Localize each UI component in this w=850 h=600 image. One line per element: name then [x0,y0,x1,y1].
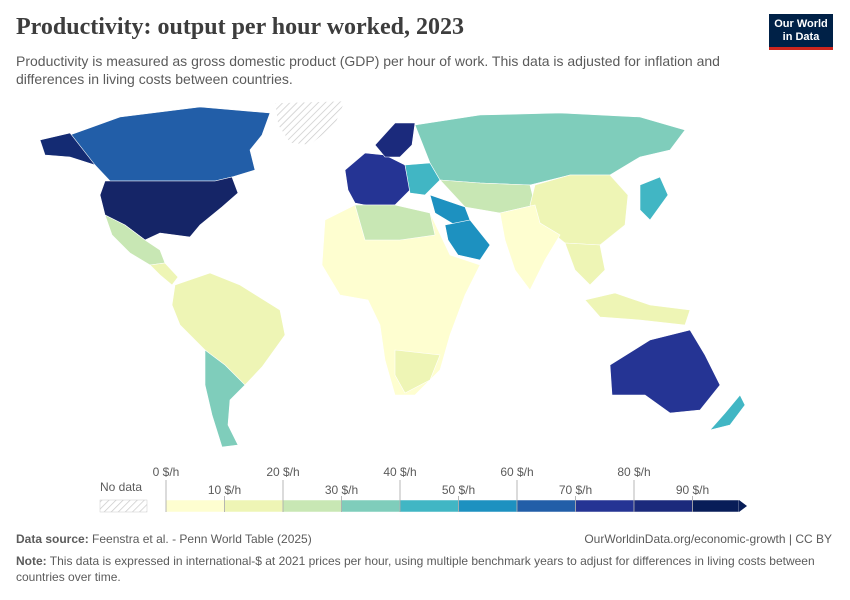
legend-tick-label: 0 $/h [153,465,180,479]
argentina-chile [204,349,246,448]
legend-tick-label: 40 $/h [383,465,416,479]
legend-bin [633,499,693,513]
saudi-arabia [444,219,491,261]
legend-bin [282,499,342,513]
legend-bin [575,499,635,513]
canada [69,106,271,182]
legend-tick-label: 30 $/h [325,483,358,497]
russia [414,112,686,186]
southeast-asia [564,242,606,286]
legend-arrow [739,500,747,512]
legend-bin [224,499,284,513]
europe-west [344,152,411,208]
legend-tick-label: 10 $/h [208,483,241,497]
europe-east [404,162,441,196]
scandinavia [374,122,416,158]
legend-tick-label: 50 $/h [442,483,475,497]
india [499,204,561,291]
legend-bin [165,499,225,513]
legend-bin [399,499,459,513]
southern-africa [394,349,441,394]
legend-tick-label: 90 $/h [676,483,709,497]
australia [609,329,721,414]
no-data-swatch [99,499,148,513]
logo[interactable]: Our World in Data [769,14,833,50]
note-text: This data is expressed in international-… [16,554,815,584]
new-zealand [709,394,746,431]
source-text: Feenstra et al. - Penn World Table (2025… [92,532,312,546]
legend-tick-label: 80 $/h [617,465,650,479]
legend-bin [692,499,740,513]
logo-line: in Data [782,31,820,43]
title: Productivity: output per hour worked, 20… [16,14,465,40]
indonesia [584,292,691,326]
subtitle: Productivity is measured as gross domest… [16,53,720,87]
world-map [39,100,746,448]
alaska [39,132,96,166]
legend-bin [341,499,401,513]
legend-tick-label: 70 $/h [559,483,592,497]
credit[interactable]: OurWorldinData.org/economic-growth | CC … [584,532,832,546]
legend-bin [516,499,576,513]
legend: No data 0 $/h 10 $/h 20 $/h 30 $/h 40 $/h 50 … [99,465,747,513]
logo-line: Our World [774,18,828,30]
north-africa [354,204,436,241]
legend-tick-label: 20 $/h [266,465,299,479]
source: Data source: Feenstra et al. - Penn Worl… [16,532,312,546]
legend-bin [458,499,518,513]
central-america [149,262,179,286]
legend-tick-label: 60 $/h [500,465,533,479]
note: Note: This data is expressed in internat… [16,553,826,585]
note-label: Note: [16,554,47,568]
no-data-label: No data [100,480,142,494]
japan-korea [639,176,669,221]
source-label: Data source: [16,532,89,546]
greenland [274,100,346,146]
